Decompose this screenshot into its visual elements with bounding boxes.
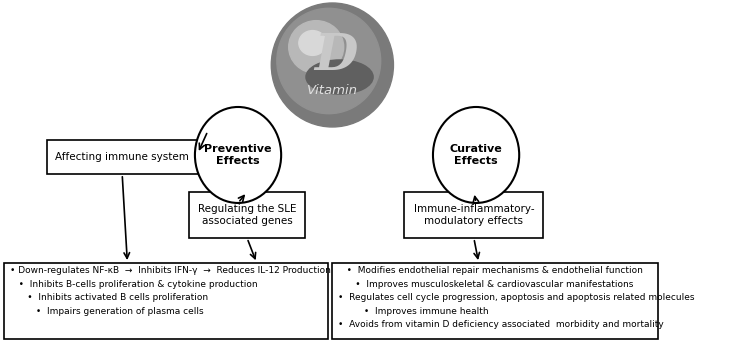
Ellipse shape xyxy=(299,31,327,55)
Circle shape xyxy=(195,107,281,203)
Text: • Down-regulates NF-κB  →  Inhibits IFN-γ  →  Reduces IL-12 Production
   •  Inh: • Down-regulates NF-κB → Inhibits IFN-γ … xyxy=(10,266,331,316)
FancyBboxPatch shape xyxy=(188,192,305,238)
Ellipse shape xyxy=(277,8,381,114)
Text: D: D xyxy=(314,32,358,81)
Text: Preventive
Effects: Preventive Effects xyxy=(204,144,272,166)
Text: •  Modifies endothelial repair mechanisms & endothelial function
      •  Improv: • Modifies endothelial repair mechanisms… xyxy=(338,266,694,329)
Circle shape xyxy=(433,107,520,203)
Ellipse shape xyxy=(271,3,393,127)
Ellipse shape xyxy=(306,60,373,94)
FancyBboxPatch shape xyxy=(333,263,658,339)
Ellipse shape xyxy=(289,21,344,73)
Text: Immune-inflammatory-
modulatory effects: Immune-inflammatory- modulatory effects xyxy=(414,204,534,226)
Text: Affecting immune system: Affecting immune system xyxy=(55,152,189,162)
Text: Curative
Effects: Curative Effects xyxy=(450,144,503,166)
FancyBboxPatch shape xyxy=(47,140,197,174)
FancyBboxPatch shape xyxy=(404,192,543,238)
Text: Vitamin: Vitamin xyxy=(307,85,358,97)
FancyBboxPatch shape xyxy=(4,263,328,339)
Text: Regulating the SLE
associated genes: Regulating the SLE associated genes xyxy=(198,204,296,226)
